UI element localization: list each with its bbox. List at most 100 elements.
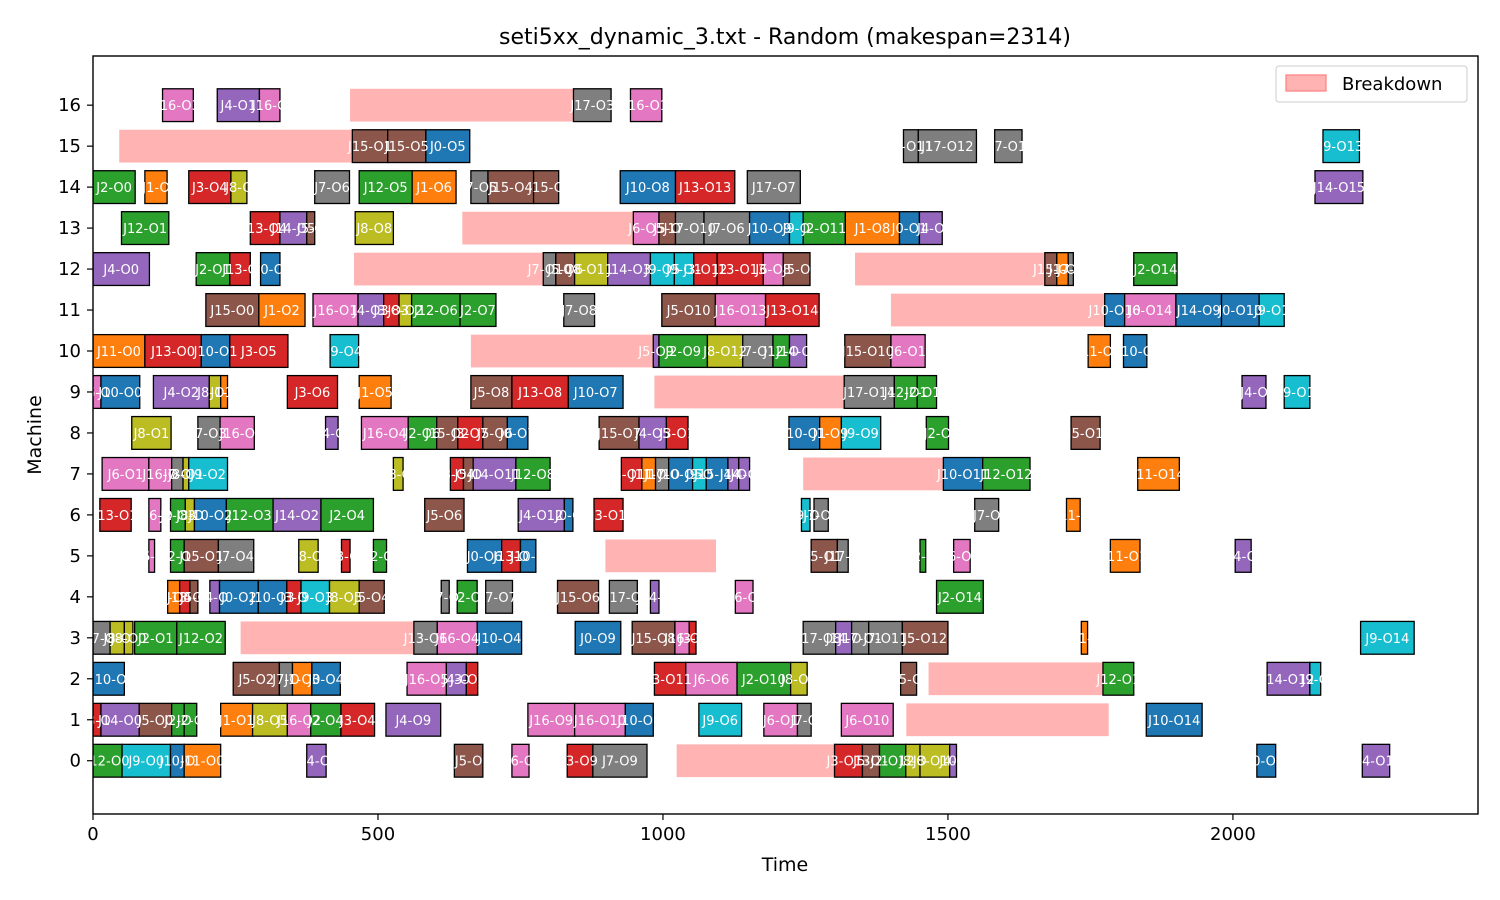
operation-label: J3-O11 [609, 468, 654, 483]
operation-label: J16-O13 [713, 304, 766, 319]
operation-label: J5-O1 [1067, 427, 1104, 442]
operation-bar [205, 292, 260, 328]
operation-bar [93, 252, 151, 287]
operation-label: J2-O0 [95, 181, 132, 196]
operation-bar [1220, 292, 1260, 328]
operation-label: J12-O5 [363, 181, 408, 196]
operation-bar [220, 702, 254, 737]
operation-bar [1145, 702, 1203, 737]
operation-label: J6-O10 [844, 714, 889, 729]
operation-bar [300, 579, 331, 614]
y-tick-label: 9 [70, 382, 81, 403]
operation-bar [532, 170, 560, 205]
operation-label: J7-O6 [313, 181, 350, 196]
operation-bar [567, 374, 624, 410]
operation-bar [788, 415, 821, 450]
operation-label: J2-O12 [870, 755, 915, 770]
operation-label: J4-O [442, 673, 470, 688]
operation-bar [764, 292, 820, 328]
operation-label: J15-O1 [178, 550, 223, 565]
breakdown-bar [654, 375, 845, 409]
operation-bar [685, 661, 738, 696]
operation-label: J11-O14 [1131, 468, 1184, 483]
operation-bar [258, 88, 281, 123]
operation-label: J10-O [509, 550, 546, 565]
operation-label: J2-O13 [904, 386, 949, 401]
operation-bar [1109, 538, 1141, 573]
operation-bar [101, 456, 150, 491]
operation-label: J3-O4 [438, 468, 475, 483]
operation-label: J6-O1 [762, 714, 799, 729]
operation-label: J7-O [790, 714, 818, 729]
operation-bar [372, 538, 388, 573]
y-tick-label: 14 [58, 177, 81, 198]
operation-bar [219, 415, 255, 450]
operation-label: J10-O5 [658, 468, 703, 483]
operation-bar [917, 129, 978, 164]
operation-bar [93, 661, 125, 696]
operation-label: J17-O [824, 550, 861, 565]
operation-label: J11-O1 [1076, 345, 1121, 360]
operation-bar [351, 129, 389, 164]
operation-label: J6-O1 [889, 345, 926, 360]
operation-label: J14-O12 [1261, 673, 1314, 688]
operation-bar [230, 170, 248, 205]
operation-label: J16-O2 [276, 714, 321, 729]
operation-label: J17-O [605, 591, 642, 606]
operation-label: J11-O [1054, 509, 1091, 524]
operation-label: J0-O1 [1247, 755, 1284, 770]
operation-bar [229, 252, 251, 287]
operation-label: J4-O [1239, 386, 1267, 401]
operation-bar [100, 374, 141, 410]
operation-label: J5-O [454, 755, 482, 770]
operation-bar [925, 415, 950, 450]
operation-bar [566, 743, 594, 778]
operation-label: J4-O [719, 468, 747, 483]
operation-bar [131, 415, 172, 450]
operation-label: J6-O7 [943, 550, 980, 565]
operation-bar [482, 415, 509, 450]
operation-label: J8-O12 [702, 345, 747, 360]
operation-bar [763, 702, 799, 737]
operation-label: J10-O1 [781, 427, 826, 442]
operation-bar [392, 456, 404, 491]
operation-bar [563, 497, 574, 532]
y-tick-label: 7 [70, 464, 81, 485]
operation-bar [899, 661, 918, 696]
x-tick-label: 0 [87, 824, 98, 845]
operation-label: J2-O11 [801, 222, 846, 237]
operation-bar [593, 497, 624, 532]
operation-label: J16-O5 [404, 673, 449, 688]
operation-label: J13-O4 [242, 222, 287, 237]
operation-label: J2-O4 [307, 714, 344, 729]
operation-label: J4-O [729, 468, 757, 483]
operation-label: J10-O3 [250, 591, 295, 606]
operation-bar [1241, 374, 1267, 410]
operation-label: J6-O [506, 755, 534, 770]
operation-label: J10-O14 [1147, 714, 1200, 729]
operation-bar [598, 415, 640, 450]
operation-label: J2-O [176, 714, 204, 729]
breakdown-bar [119, 129, 353, 163]
x-axis: 0 500 1000 1500 2000 [87, 814, 1256, 845]
y-tick-label: 16 [58, 95, 81, 116]
operation-bar [631, 620, 676, 655]
operation-label: J0-O10 [1217, 304, 1262, 319]
operation-bar [519, 538, 537, 573]
operation-bar [320, 497, 375, 532]
operation-bar [123, 620, 134, 655]
operation-label: J10-O [1116, 345, 1153, 360]
y-tick-label: 15 [58, 136, 81, 157]
operation-label: J9-O1 [665, 263, 702, 278]
operation-label: J8-O [384, 468, 412, 483]
operation-label: J5-O12 [902, 632, 947, 647]
operation-label: J3-O1 [590, 509, 627, 524]
operation-bar [410, 292, 461, 328]
operation-label: J4-O5 [634, 427, 671, 442]
operation-label: J4-O1 [1357, 755, 1394, 770]
operation-label: J5-O4 [353, 591, 390, 606]
operation-label: J10-O1 [193, 345, 238, 360]
operation-bar [1256, 743, 1277, 778]
operation-bar [459, 292, 497, 328]
